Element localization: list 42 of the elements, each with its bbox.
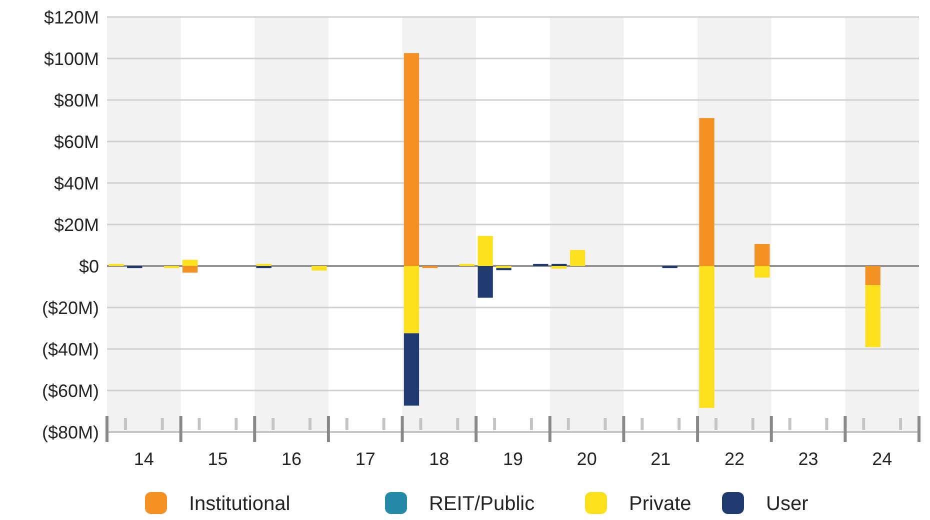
y-tick-label: $0	[78, 256, 99, 276]
bar	[699, 118, 714, 266]
x-tick-label: 20	[576, 448, 597, 469]
bar	[865, 266, 880, 286]
bar	[312, 266, 327, 271]
bar	[570, 250, 586, 266]
bar	[478, 236, 493, 266]
y-tick-label: ($20M)	[42, 298, 99, 318]
legend-label: User	[766, 493, 809, 515]
x-tick-label: 14	[134, 448, 154, 469]
bar	[865, 285, 880, 348]
x-tick-label: 23	[798, 448, 818, 469]
x-tick-label: 22	[724, 448, 744, 469]
legend-label: Private	[629, 493, 692, 515]
bar	[552, 266, 567, 269]
x-tick-label: 17	[355, 448, 376, 469]
y-tick-label: $100M	[44, 48, 99, 69]
bar	[404, 53, 420, 266]
y-tick-label: $80M	[54, 90, 99, 110]
y-tick-label: ($80M)	[42, 422, 99, 442]
y-tick-label: ($40M)	[42, 339, 99, 360]
bar	[404, 266, 420, 334]
bar	[754, 244, 770, 266]
y-tick-label: $60M	[54, 132, 99, 152]
bar	[404, 333, 420, 406]
x-tick-label: 19	[502, 448, 524, 469]
legend-label: Institutional	[189, 493, 290, 515]
x-tick-label: 16	[282, 448, 302, 469]
bar	[182, 260, 198, 266]
x-tick-label: 18	[429, 448, 450, 469]
bar	[478, 266, 493, 298]
y-tick-label: $20M	[54, 214, 99, 235]
x-tick-label: 15	[208, 448, 228, 469]
bar	[754, 266, 770, 278]
legend-label: REIT/Public	[429, 493, 535, 515]
x-tick-label: 24	[872, 448, 892, 469]
y-tick-label: $120M	[44, 7, 99, 28]
x-tick-label: 21	[650, 448, 671, 469]
bar	[182, 266, 198, 273]
y-tick-label: $40M	[54, 173, 99, 194]
bar	[699, 266, 714, 408]
y-tick-label: ($60M)	[42, 380, 99, 401]
